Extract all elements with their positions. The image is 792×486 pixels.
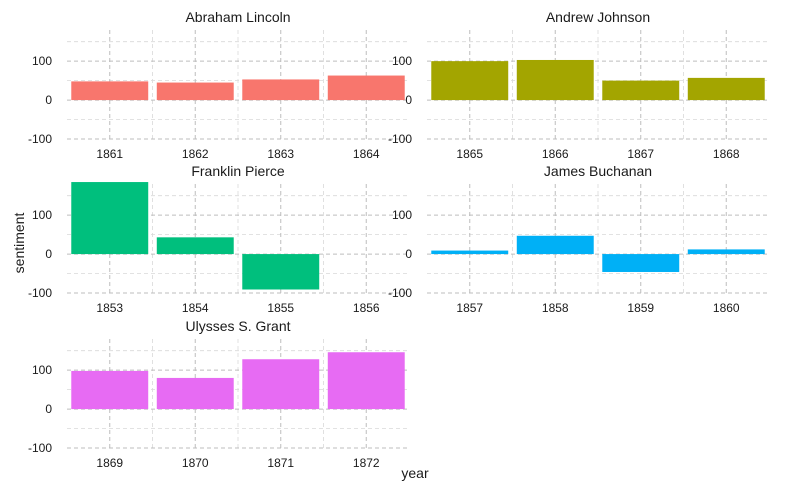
y-tick-label: -100: [388, 132, 412, 146]
facet-title: Franklin Pierce: [191, 163, 285, 179]
y-tick-label: -100: [28, 286, 52, 300]
x-tick-label: 1859: [627, 301, 654, 315]
y-axis-title: sentiment: [11, 213, 27, 274]
bar: [516, 59, 594, 101]
y-tick-label: 0: [45, 93, 52, 107]
facet-panel: Abraham Lincoln -100 0 100 1861 1862 1863 1864: [28, 9, 409, 161]
x-tick-label: 1867: [627, 147, 654, 161]
bar: [687, 249, 765, 255]
y-tick-label: -100: [388, 286, 412, 300]
x-tick-label: 1857: [456, 301, 483, 315]
y-tick-label: 100: [32, 54, 52, 68]
y-tick-label: -100: [28, 132, 52, 146]
x-tick-label: 1868: [713, 147, 740, 161]
bar: [242, 79, 320, 101]
x-tick-label: 1853: [96, 301, 123, 315]
x-tick-label: 1870: [182, 456, 209, 470]
bar: [602, 254, 680, 272]
bar: [71, 81, 149, 101]
bar: [431, 250, 509, 255]
x-tick-label: 1864: [353, 147, 380, 161]
y-tick-label: -100: [28, 441, 52, 455]
x-tick-label: 1858: [542, 301, 569, 315]
bar: [327, 75, 405, 101]
x-tick-label: 1863: [267, 147, 294, 161]
x-tick-label: 1865: [456, 147, 483, 161]
bar: [516, 235, 594, 255]
bar: [71, 182, 149, 255]
facet-panel: Andrew Johnson -100 0 100 1865 1866 1867 1868: [388, 9, 769, 161]
x-tick-label: 1866: [542, 147, 569, 161]
y-tick-label: 100: [32, 363, 52, 377]
y-tick-label: 0: [405, 247, 412, 261]
x-tick-label: 1856: [353, 301, 380, 315]
y-tick-label: 100: [32, 208, 52, 222]
x-tick-label: 1872: [353, 456, 380, 470]
x-tick-label: 1854: [182, 301, 209, 315]
bar: [156, 82, 234, 101]
x-tick-label: 1862: [182, 147, 209, 161]
facet-title: James Buchanan: [544, 163, 652, 179]
bar: [602, 80, 680, 101]
x-axis-title: year: [401, 465, 429, 481]
x-tick-label: 1871: [267, 456, 294, 470]
x-tick-label: 1861: [96, 147, 123, 161]
bar: [242, 359, 320, 410]
facet-title: Abraham Lincoln: [185, 9, 290, 25]
y-tick-label: 100: [392, 208, 412, 222]
bar: [687, 77, 765, 101]
x-tick-label: 1869: [96, 456, 123, 470]
facet-title: Andrew Johnson: [546, 9, 650, 25]
y-tick-label: 0: [45, 247, 52, 261]
y-tick-label: 0: [45, 402, 52, 416]
facet-panel: Ulysses S. Grant -100 0 100 1869 1870 1871 1872: [28, 318, 409, 470]
bar: [327, 352, 405, 410]
bar: [71, 370, 149, 410]
bar: [431, 61, 509, 101]
bar: [242, 254, 320, 290]
facet-title: Ulysses S. Grant: [185, 318, 290, 334]
facet-panel: Franklin Pierce -100 0 100 1853 1854 1855 1856: [28, 163, 409, 315]
facet-panel: James Buchanan -100 0 100 1857 1858 1859 1860: [388, 163, 769, 315]
y-tick-label: 0: [405, 93, 412, 107]
x-tick-label: 1860: [713, 301, 740, 315]
bar: [156, 237, 234, 255]
bar: [156, 377, 234, 410]
y-tick-label: 100: [392, 54, 412, 68]
x-tick-label: 1855: [267, 301, 294, 315]
